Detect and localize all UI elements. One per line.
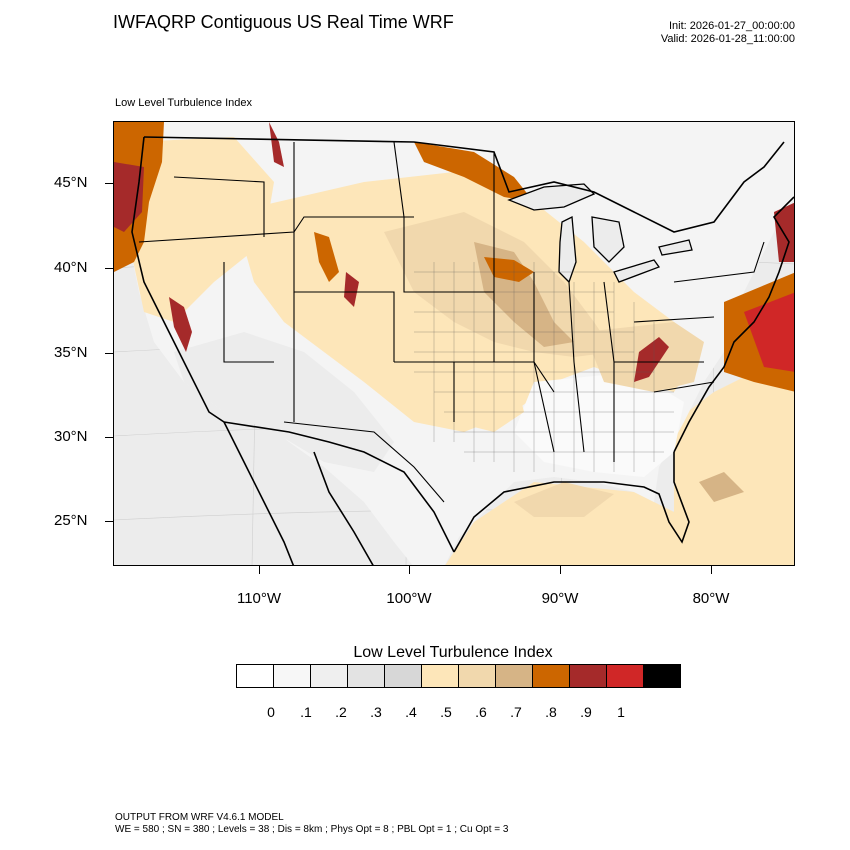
state-line — [283, 421, 445, 503]
atlantic-red — [744, 292, 794, 372]
legend-swatch — [310, 664, 348, 688]
west-tan — [129, 137, 274, 322]
lake-erie — [613, 259, 661, 283]
legend-tick-label: .8 — [545, 704, 557, 720]
lon-tick — [711, 566, 712, 574]
lon-tick — [409, 566, 410, 574]
legend-swatch — [236, 664, 274, 688]
mexico-border — [223, 421, 455, 553]
state-line — [173, 176, 265, 237]
state-line — [533, 272, 555, 453]
lat-label-40: 40°N — [54, 259, 88, 276]
legend-tick-label: .3 — [370, 704, 382, 720]
rockies-streak-3 — [344, 272, 359, 307]
legend-tick-label: .9 — [580, 704, 592, 720]
lon-tick — [560, 566, 561, 574]
baja-coast — [223, 421, 295, 565]
legend-swatch — [384, 664, 422, 688]
canada-orange — [414, 142, 534, 202]
legend-swatch — [569, 664, 607, 688]
rockies-streak-2 — [314, 232, 339, 282]
state-line — [568, 281, 585, 453]
lake-ontario — [658, 239, 693, 256]
legend-tick-label: 0 — [267, 704, 275, 720]
midwest-orange — [484, 257, 534, 282]
state-line — [673, 241, 765, 283]
legend-swatch — [643, 664, 681, 688]
footer-config: WE = 580 ; SN = 380 ; Levels = 38 ; Dis … — [115, 824, 509, 835]
valid-time: Valid: 2026-01-28_11:00:00 — [660, 33, 795, 45]
legend-tick-label: .6 — [475, 704, 487, 720]
appalachian-red — [634, 337, 669, 382]
legend-tick-label: 1 — [617, 704, 625, 720]
map-panel — [113, 121, 795, 566]
legend-swatch — [458, 664, 496, 688]
lat-label-35: 35°N — [54, 344, 88, 361]
state-line — [393, 141, 494, 293]
lat-tick — [105, 437, 113, 438]
state-boundaries — [138, 141, 765, 503]
atlantic-coast — [673, 196, 794, 453]
state-line — [293, 142, 395, 362]
legend-title: Low Level Turbulence Index — [353, 644, 553, 661]
run-info: Init: 2026-01-27_00:00:00 Valid: 2026-01… — [661, 20, 795, 46]
legend-swatch — [532, 664, 570, 688]
turbulence-map — [114, 122, 794, 565]
model-footer: OUTPUT FROM WRF V4.6.1 MODEL WE = 580 ; … — [115, 812, 508, 836]
gulf-coast — [453, 452, 690, 553]
gulf-tan — [445, 482, 714, 565]
legend-tick-label: .1 — [300, 704, 312, 720]
footer-model: OUTPUT FROM WRF V4.6.1 MODEL — [115, 812, 284, 823]
state-line — [223, 262, 274, 363]
gulf-darker — [514, 482, 614, 517]
legend-tick-label: .4 — [405, 704, 417, 720]
lake-huron — [591, 216, 625, 263]
sierra-red — [169, 297, 192, 352]
lon-tick — [259, 566, 260, 574]
lat-tick — [105, 183, 113, 184]
state-line — [653, 381, 715, 393]
lon-label-80w: 80°W — [692, 590, 730, 607]
southwest-gray — [174, 332, 394, 472]
legend-tick-label: .7 — [510, 704, 522, 720]
legend-tick-label: .2 — [335, 704, 347, 720]
pacific-coast — [131, 136, 225, 423]
init-time: Init: 2026-01-27_00:00:00 — [669, 20, 795, 32]
legend-colorbar — [236, 664, 681, 688]
lat-tick — [105, 521, 113, 522]
legend-swatch — [606, 664, 644, 688]
legend-tick-label: .5 — [440, 704, 452, 720]
legend-swatch — [273, 664, 311, 688]
field-label: Low Level Turbulence Index — [115, 97, 252, 109]
gulf-dark — [699, 472, 744, 502]
mexico-coast — [313, 451, 374, 565]
lon-label-110w: 110°W — [236, 590, 282, 607]
canada-border — [143, 136, 785, 233]
pacific-red — [114, 162, 144, 232]
lat-tick — [105, 353, 113, 354]
lat-label-25: 25°N — [54, 512, 88, 529]
legend-swatch — [347, 664, 385, 688]
legend-swatch — [495, 664, 533, 688]
legend-swatch — [421, 664, 459, 688]
page-title: IWFAQRP Contiguous US Real Time WRF — [113, 12, 454, 32]
rockies-streak-1 — [269, 122, 284, 167]
lat-tick — [105, 268, 113, 269]
atlantic-tan — [674, 352, 794, 565]
state-line — [138, 216, 414, 243]
southeast-white — [514, 372, 684, 477]
great-lakes — [507, 183, 693, 284]
state-line — [633, 316, 715, 323]
lake-superior — [507, 183, 596, 211]
coastline — [131, 136, 794, 565]
lat-label-30: 30°N — [54, 428, 88, 445]
lon-label-90w: 90°W — [541, 590, 579, 607]
lon-label-100w: 100°W — [386, 590, 432, 607]
lat-label-45: 45°N — [54, 174, 88, 191]
